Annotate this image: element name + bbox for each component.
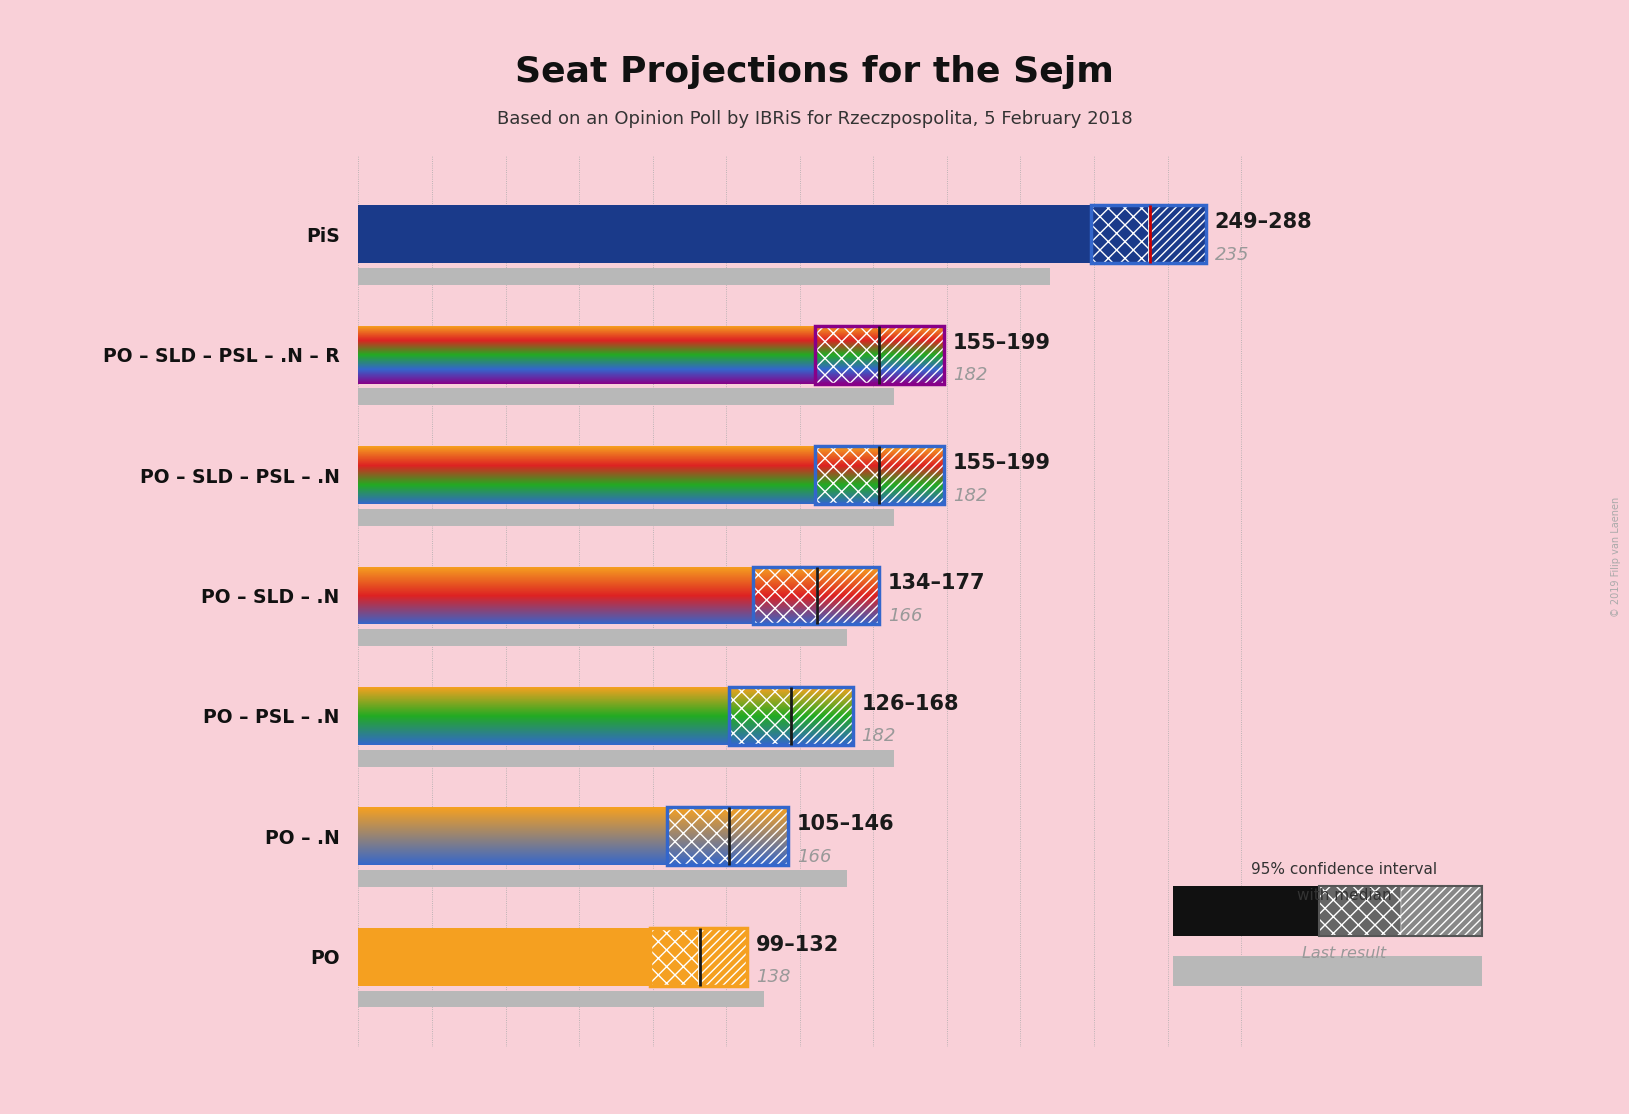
Bar bbox=[358, 389, 894, 405]
Text: 105–146: 105–146 bbox=[797, 814, 894, 834]
Text: 99–132: 99–132 bbox=[756, 935, 839, 955]
Bar bbox=[358, 629, 847, 646]
Bar bbox=[753, 567, 880, 625]
Bar bbox=[1319, 886, 1401, 936]
Bar bbox=[358, 928, 700, 986]
Bar bbox=[699, 928, 746, 986]
Bar bbox=[1091, 205, 1148, 263]
Bar bbox=[358, 870, 847, 887]
Bar bbox=[728, 808, 788, 866]
Bar bbox=[792, 687, 852, 745]
Bar bbox=[668, 808, 788, 866]
Bar bbox=[816, 567, 880, 625]
Text: Based on an Opinion Poll by IBRiS for Rzeczpospolita, 5 February 2018: Based on an Opinion Poll by IBRiS for Rz… bbox=[497, 110, 1132, 128]
Text: Seat Projections for the Sejm: Seat Projections for the Sejm bbox=[515, 56, 1114, 89]
Bar bbox=[358, 990, 764, 1007]
Bar bbox=[880, 447, 943, 504]
Text: © 2019 Filip van Laenen: © 2019 Filip van Laenen bbox=[1611, 497, 1621, 617]
Text: 134–177: 134–177 bbox=[888, 574, 986, 594]
Text: 182: 182 bbox=[953, 367, 987, 384]
Bar bbox=[650, 928, 699, 986]
Bar bbox=[814, 325, 943, 383]
Text: 249–288: 249–288 bbox=[1215, 212, 1313, 232]
Bar bbox=[1319, 886, 1482, 936]
Text: Last result: Last result bbox=[1302, 946, 1386, 961]
Text: 126–168: 126–168 bbox=[862, 694, 959, 714]
Bar bbox=[358, 268, 1051, 285]
Bar bbox=[814, 447, 943, 504]
Bar bbox=[699, 928, 746, 986]
Bar bbox=[1091, 205, 1205, 263]
Text: with median: with median bbox=[1297, 888, 1391, 903]
Bar bbox=[730, 687, 852, 745]
Bar bbox=[358, 750, 894, 766]
Text: 182: 182 bbox=[862, 727, 896, 745]
Text: 155–199: 155–199 bbox=[953, 453, 1051, 473]
Bar bbox=[650, 928, 699, 986]
Bar bbox=[1401, 886, 1482, 936]
Text: 166: 166 bbox=[888, 607, 922, 625]
Bar bbox=[668, 808, 728, 866]
Bar bbox=[814, 325, 880, 383]
Bar bbox=[880, 325, 943, 383]
Bar bbox=[1173, 956, 1482, 986]
Bar bbox=[358, 205, 1150, 263]
Bar bbox=[1148, 205, 1205, 263]
Text: 155–199: 155–199 bbox=[953, 333, 1051, 353]
Text: 235: 235 bbox=[1215, 246, 1249, 264]
Bar bbox=[753, 567, 816, 625]
Text: 95% confidence interval: 95% confidence interval bbox=[1251, 862, 1437, 878]
Text: 166: 166 bbox=[797, 848, 831, 866]
Text: 182: 182 bbox=[953, 487, 987, 505]
Bar bbox=[1091, 205, 1148, 263]
Bar bbox=[358, 509, 894, 526]
Bar bbox=[814, 447, 880, 504]
Bar bbox=[1148, 205, 1205, 263]
Bar bbox=[1173, 886, 1319, 936]
Bar bbox=[650, 928, 746, 986]
Bar bbox=[730, 687, 792, 745]
Text: 138: 138 bbox=[756, 968, 790, 986]
